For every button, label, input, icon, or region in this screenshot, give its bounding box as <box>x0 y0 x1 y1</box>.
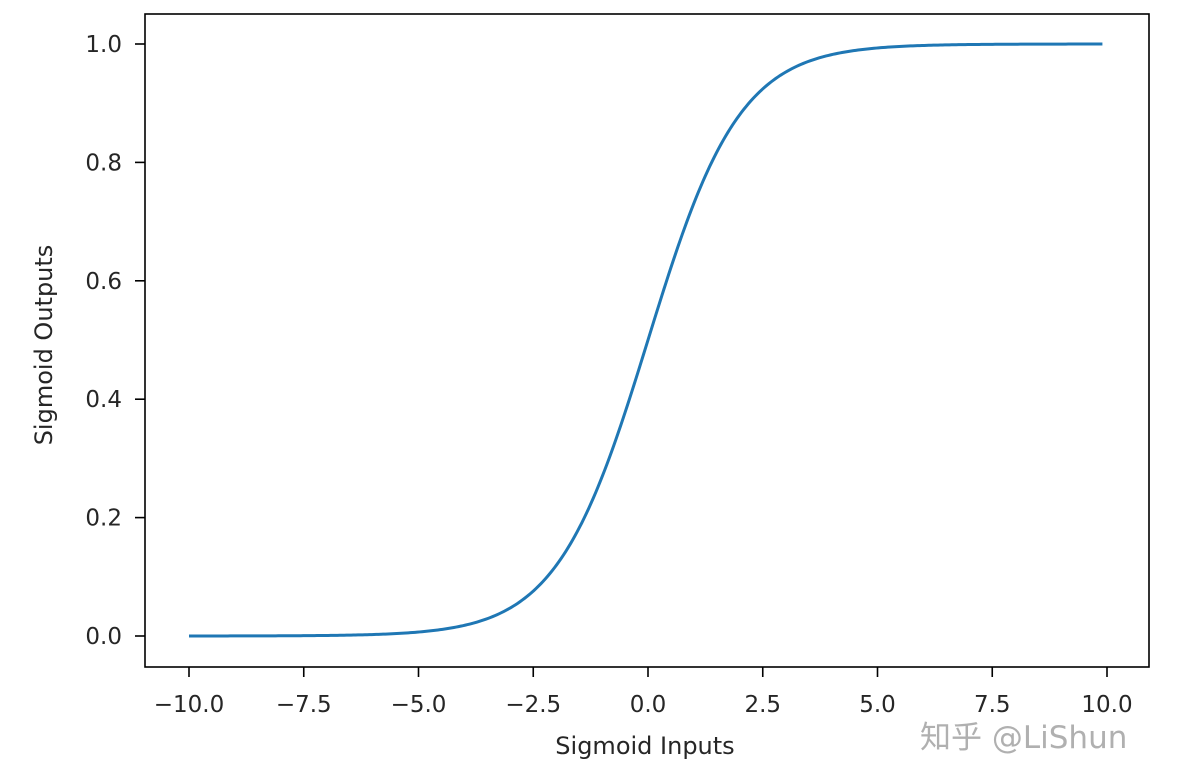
y-tick-label: 0.0 <box>85 624 122 650</box>
x-tick-label: 5.0 <box>859 692 896 718</box>
x-tick-label: −2.5 <box>505 692 561 718</box>
x-tick-label: 0.0 <box>630 692 667 718</box>
y-tick-label: 0.4 <box>85 387 122 413</box>
x-axis-ticks: −10.0 −7.5 −5.0 −2.5 0.0 2.5 5.0 7.5 10.0 <box>154 667 1133 718</box>
y-tick-label: 0.8 <box>85 150 122 176</box>
plot-area <box>189 42 1103 638</box>
x-tick-label: 7.5 <box>974 692 1011 718</box>
y-axis-label: Sigmoid Outputs <box>30 245 58 446</box>
x-tick-label: −5.0 <box>391 692 447 718</box>
x-axis-label: Sigmoid Inputs <box>555 732 734 760</box>
watermark: 知乎 @LiShun <box>920 720 1128 756</box>
x-tick-label: −10.0 <box>154 692 224 718</box>
y-axis-ticks: 0.0 0.2 0.4 0.6 0.8 1.0 <box>85 32 145 650</box>
x-tick-label: −7.5 <box>276 692 332 718</box>
y-tick-label: 0.2 <box>85 506 122 532</box>
y-tick-label: 0.6 <box>85 269 122 295</box>
sigmoid-line <box>189 42 1103 638</box>
x-tick-label: 2.5 <box>744 692 781 718</box>
y-tick-label: 1.0 <box>85 32 122 58</box>
axes-frame <box>144 13 1150 668</box>
x-tick-label: 10.0 <box>1081 692 1132 718</box>
